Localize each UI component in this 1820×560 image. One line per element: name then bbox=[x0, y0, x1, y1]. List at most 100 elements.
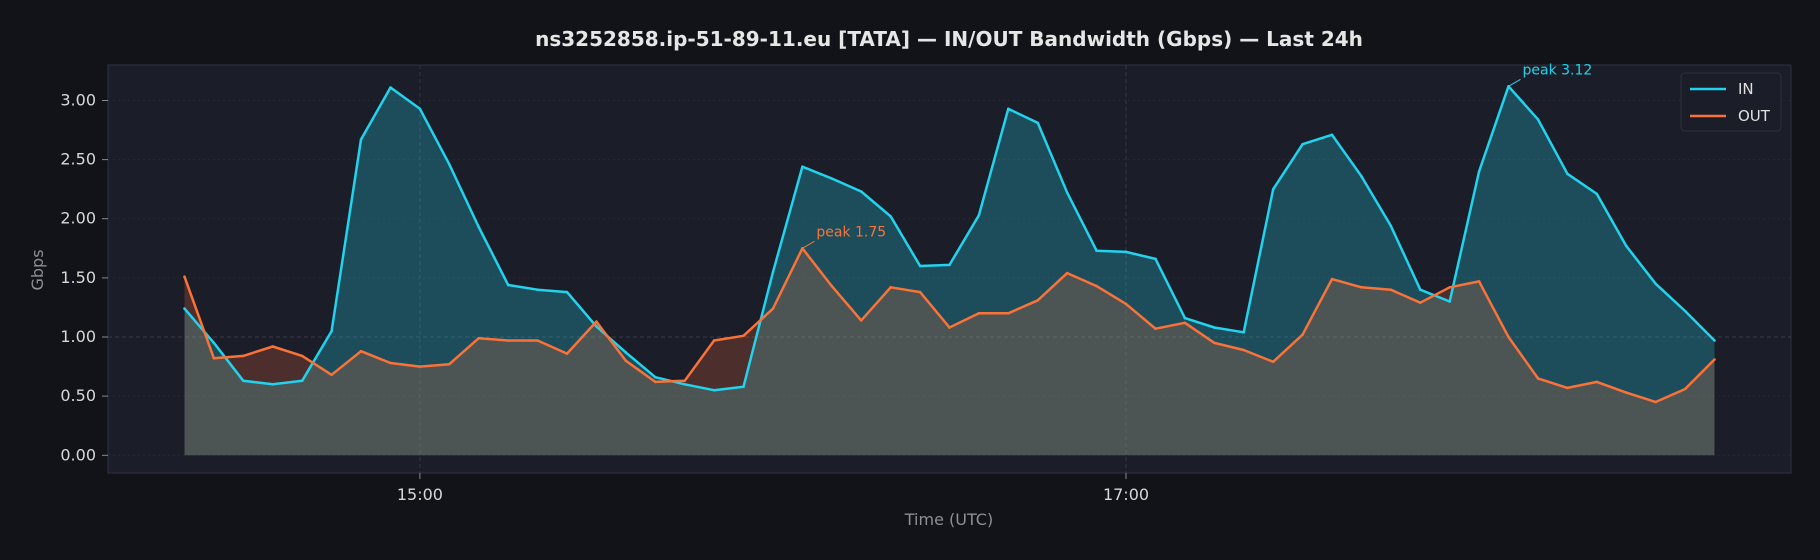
point-in-47 bbox=[1566, 172, 1569, 176]
point-in-13 bbox=[565, 290, 569, 294]
point-in-50 bbox=[1654, 282, 1657, 286]
y-tick-label-5: 2.50 bbox=[60, 150, 96, 169]
point-out-29 bbox=[1036, 299, 1040, 302]
point-in-3 bbox=[271, 383, 275, 386]
point-in-36 bbox=[1242, 331, 1245, 334]
point-in-19 bbox=[742, 385, 745, 389]
point-out-28 bbox=[1007, 312, 1010, 315]
point-out-39 bbox=[1330, 277, 1334, 281]
point-out-44 bbox=[1477, 280, 1481, 283]
point-in-52 bbox=[1713, 339, 1716, 342]
legend-label-in: IN bbox=[1738, 80, 1754, 98]
point-in-46 bbox=[1536, 118, 1540, 121]
point-out-42 bbox=[1419, 301, 1422, 305]
point-out-37 bbox=[1271, 360, 1275, 364]
point-out-47 bbox=[1566, 386, 1569, 390]
annotation-arrow-1 bbox=[802, 240, 815, 249]
y-tick-label-6: 3.00 bbox=[60, 91, 96, 110]
point-in-1 bbox=[212, 341, 216, 345]
point-in-49 bbox=[1624, 244, 1628, 248]
point-out-23 bbox=[859, 319, 863, 322]
point-out-7 bbox=[389, 361, 392, 365]
point-in-34 bbox=[1183, 316, 1187, 320]
point-in-16 bbox=[654, 375, 657, 379]
annotation-label-0: peak 3.12 bbox=[1523, 62, 1593, 78]
point-out-50 bbox=[1654, 400, 1657, 404]
point-in-33 bbox=[1154, 257, 1157, 261]
point-in-32 bbox=[1124, 250, 1128, 254]
point-in-29 bbox=[1036, 121, 1040, 125]
point-out-6 bbox=[359, 349, 363, 353]
chart-title: ns3252858.ip-51-89-11.eu [TATA] — IN/OUT… bbox=[535, 27, 1363, 51]
point-out-35 bbox=[1213, 341, 1216, 345]
point-out-19 bbox=[742, 334, 745, 338]
y-axis-ticks: 0.00 0.50 1.00 1.50 2.00 2.50 3.00 bbox=[60, 91, 108, 464]
point-in-0 bbox=[183, 307, 186, 310]
point-in-9 bbox=[448, 163, 451, 166]
point-out-10 bbox=[477, 336, 481, 340]
point-out-18 bbox=[712, 339, 716, 342]
y-axis-label: Gbps bbox=[28, 249, 47, 290]
point-out-3 bbox=[271, 345, 275, 348]
annotation-arrow-0 bbox=[1508, 78, 1521, 87]
point-out-9 bbox=[448, 362, 451, 366]
point-in-31 bbox=[1095, 249, 1098, 252]
point-out-32 bbox=[1124, 302, 1128, 306]
point-out-17 bbox=[683, 379, 686, 383]
point-in-39 bbox=[1330, 133, 1334, 137]
point-in-12 bbox=[536, 288, 539, 292]
point-out-14 bbox=[595, 320, 598, 323]
point-out-36 bbox=[1242, 348, 1245, 352]
x-axis-label: Time (UTC) bbox=[904, 510, 993, 529]
point-in-28 bbox=[1007, 107, 1010, 111]
x-axis-ticks: 15:00 17:00 bbox=[397, 473, 1149, 504]
peak-annotations: peak 3.12 peak 1.75 bbox=[802, 62, 1593, 249]
point-out-34 bbox=[1183, 321, 1187, 325]
point-in-41 bbox=[1389, 224, 1393, 228]
annotation-label-1: peak 1.75 bbox=[816, 224, 886, 240]
point-in-21 bbox=[801, 165, 804, 168]
point-in-22 bbox=[830, 177, 834, 180]
point-in-18 bbox=[712, 388, 716, 392]
point-out-11 bbox=[506, 339, 510, 342]
point-in-17 bbox=[683, 383, 686, 386]
point-out-40 bbox=[1360, 286, 1363, 289]
point-out-2 bbox=[242, 354, 245, 358]
point-in-38 bbox=[1301, 142, 1304, 146]
point-out-46 bbox=[1536, 377, 1540, 380]
point-in-8 bbox=[418, 107, 422, 111]
point-out-51 bbox=[1683, 387, 1687, 391]
x-tick-label-1: 17:00 bbox=[1103, 485, 1149, 504]
plot-area bbox=[107, 64, 1792, 474]
point-in-10 bbox=[477, 225, 481, 229]
point-out-45 bbox=[1507, 335, 1510, 339]
point-in-40 bbox=[1360, 174, 1363, 178]
point-in-15 bbox=[624, 351, 628, 354]
point-out-22 bbox=[830, 284, 834, 288]
point-in-23 bbox=[859, 190, 863, 193]
point-in-24 bbox=[889, 215, 892, 218]
point-in-43 bbox=[1448, 300, 1451, 303]
point-in-25 bbox=[918, 264, 922, 268]
point-out-26 bbox=[948, 326, 951, 329]
series-lines bbox=[183, 85, 1716, 404]
point-out-20 bbox=[771, 307, 775, 310]
point-out-25 bbox=[918, 290, 922, 294]
point-in-42 bbox=[1419, 288, 1422, 292]
point-out-43 bbox=[1448, 286, 1451, 289]
point-out-8 bbox=[418, 365, 422, 368]
area-in bbox=[184, 86, 1715, 456]
y-tick-label-4: 2.00 bbox=[60, 209, 96, 228]
point-out-38 bbox=[1301, 333, 1304, 336]
point-in-5 bbox=[330, 329, 333, 333]
point-in-37 bbox=[1271, 187, 1275, 191]
grid-lines bbox=[108, 65, 1791, 473]
point-out-41 bbox=[1389, 288, 1393, 292]
point-out-31 bbox=[1095, 284, 1098, 288]
point-in-27 bbox=[977, 213, 981, 217]
point-out-30 bbox=[1065, 271, 1069, 275]
point-in-30 bbox=[1065, 191, 1069, 194]
point-in-51 bbox=[1683, 309, 1687, 313]
point-out-15 bbox=[624, 359, 628, 363]
